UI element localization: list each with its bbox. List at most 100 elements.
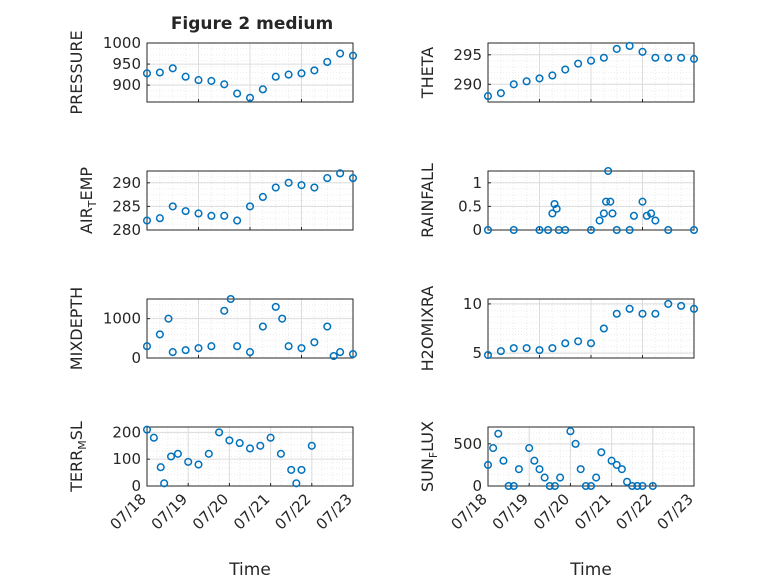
data-point <box>525 444 534 453</box>
data-point <box>496 89 505 98</box>
y-axis-label: PRESSURE <box>67 30 86 114</box>
x-tick-label: 07/21 <box>571 490 614 533</box>
data-point <box>160 479 169 488</box>
data-point <box>168 348 177 357</box>
data-point <box>225 436 234 445</box>
data-point <box>586 56 596 65</box>
data-point <box>310 338 319 347</box>
x-tick-label: 07/20 <box>189 490 232 533</box>
y-tick-label: 0 <box>472 477 482 495</box>
data-point <box>550 481 560 491</box>
data-point <box>284 178 293 187</box>
data-point <box>638 197 647 206</box>
data-point <box>612 309 621 318</box>
data-point <box>545 481 554 491</box>
y-tick-label: 280 <box>112 221 141 239</box>
y-tick-label: 1000 <box>103 34 141 52</box>
data-point <box>297 69 306 78</box>
x-tick-label: 07/23 <box>313 490 356 533</box>
data-point <box>689 54 699 63</box>
data-point <box>586 481 596 491</box>
data-point <box>194 344 203 353</box>
data-point <box>648 481 657 491</box>
data-point <box>612 225 621 235</box>
data-point <box>561 339 570 348</box>
data-point <box>287 465 296 474</box>
data-point <box>181 207 190 216</box>
data-point <box>323 322 332 331</box>
data-point <box>220 211 229 220</box>
data-point <box>592 473 601 482</box>
data-point <box>595 216 604 225</box>
data-point <box>535 225 544 235</box>
data-point <box>664 225 673 235</box>
data-point <box>168 202 177 211</box>
data-point <box>271 302 280 311</box>
data-point <box>181 346 190 355</box>
y-tick-label: 295 <box>453 46 482 64</box>
data-point <box>496 347 505 356</box>
data-point <box>142 69 152 78</box>
data-point <box>204 449 213 458</box>
data-point <box>155 68 164 77</box>
subplot-h2omixra: 5 10 H2OMIXRA <box>418 286 699 372</box>
data-point <box>509 225 518 235</box>
y-tick-label: 900 <box>112 76 141 94</box>
data-point <box>514 465 523 474</box>
data-point <box>235 439 244 448</box>
data-point <box>677 53 686 62</box>
y-tick-label: 285 <box>112 197 141 215</box>
data-point <box>625 304 634 313</box>
data-point <box>233 89 242 98</box>
data-point <box>258 192 267 202</box>
data-point <box>168 64 177 73</box>
x-tick-label: 07/18 <box>107 490 150 533</box>
data-point <box>336 49 345 58</box>
y-tick-label: 10 <box>463 295 482 313</box>
data-point <box>336 348 345 357</box>
y-axis-label: AIRTEMP <box>77 167 99 234</box>
data-point <box>336 169 345 178</box>
data-point <box>155 330 164 339</box>
y-tick-label: 290 <box>112 174 141 192</box>
data-point <box>348 51 358 60</box>
x-tick-label: 07/19 <box>489 490 532 533</box>
data-point <box>483 351 493 360</box>
data-point <box>561 65 570 74</box>
data-point <box>323 57 332 67</box>
x-axis-label: Time <box>569 560 612 580</box>
y-tick-label: 0.5 <box>458 197 482 215</box>
data-point <box>233 216 242 225</box>
data-point <box>574 59 583 68</box>
data-point <box>258 322 267 331</box>
axes-box <box>146 426 354 487</box>
y-axis-label: H2OMIXRA <box>418 286 437 372</box>
data-point <box>530 456 539 465</box>
data-point <box>297 181 306 190</box>
y-tick-label: 290 <box>453 75 482 93</box>
y-tick-label: 100 <box>112 450 141 468</box>
data-point <box>155 214 164 223</box>
data-point <box>489 444 498 453</box>
data-point <box>599 209 608 218</box>
data-point <box>329 351 338 361</box>
data-point <box>576 465 585 474</box>
data-point <box>597 448 606 457</box>
data-point <box>276 449 285 458</box>
data-point <box>599 324 608 333</box>
data-point <box>292 479 301 488</box>
data-point <box>483 460 493 469</box>
data-point <box>608 209 617 218</box>
data-point <box>623 477 632 486</box>
data-point <box>552 204 561 213</box>
data-point <box>651 53 660 62</box>
data-point <box>245 348 255 357</box>
data-point <box>599 53 608 62</box>
data-point <box>556 473 565 482</box>
data-point <box>633 481 642 491</box>
data-point <box>561 225 570 235</box>
data-point <box>601 197 611 206</box>
data-point <box>278 314 287 323</box>
data-point <box>348 350 358 359</box>
